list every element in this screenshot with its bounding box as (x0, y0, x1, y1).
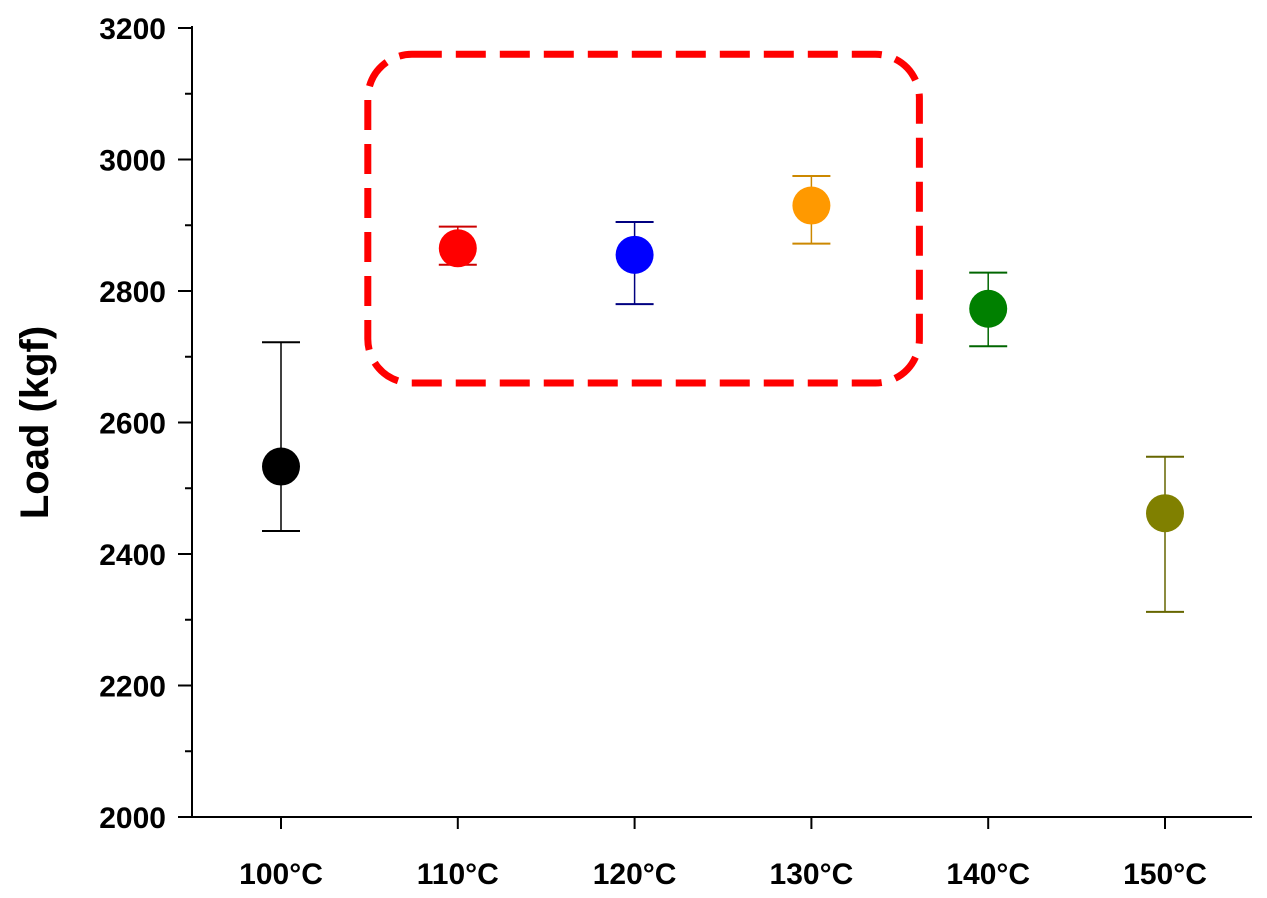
y-tick-label: 3000 (99, 145, 166, 178)
x-tick-label: 110°C (417, 858, 499, 891)
y-axis-title: Load (kgf) (13, 326, 57, 519)
y-tick-label: 2800 (99, 276, 166, 309)
y-tick-label: 3200 (99, 13, 166, 46)
highlight-box (364, 50, 923, 387)
y-tick-label: 2000 (99, 802, 166, 835)
data-point (792, 186, 831, 225)
data-point (969, 289, 1008, 328)
x-tick-label: 120°C (593, 858, 677, 891)
y-tick-label: 2200 (99, 671, 166, 704)
error-bars (262, 174, 1184, 613)
x-tick-label: 140°C (946, 858, 1030, 891)
highlight-box-layer (364, 50, 923, 387)
y-ticks: 2000 2200 2400 2600 2800 3000 3200 (99, 13, 192, 835)
y-tick-label: 2600 (99, 408, 166, 441)
axes (191, 26, 1252, 818)
x-tick-label: 150°C (1123, 858, 1207, 891)
x-tick-label: 100°C (239, 858, 323, 891)
data-points (262, 186, 1184, 533)
data-point (262, 447, 300, 486)
y-tick-label: 2400 (99, 539, 166, 572)
x-tick-label: 130°C (770, 858, 854, 891)
data-point (615, 235, 654, 274)
data-point (1146, 494, 1184, 533)
x-ticks: 100°C 110°C 120°C 130°C 140°C 150°C (239, 817, 1207, 891)
data-point (438, 229, 477, 268)
